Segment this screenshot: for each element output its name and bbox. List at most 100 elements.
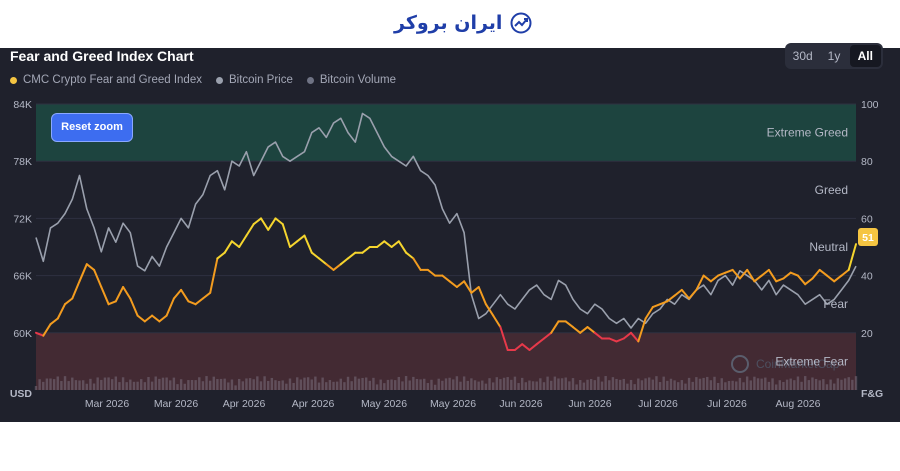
legend-item-bitcoin-volume[interactable]: Bitcoin Volume bbox=[306, 74, 396, 86]
range-all-button[interactable]: All bbox=[849, 45, 881, 67]
volume-bar bbox=[372, 377, 375, 390]
usd-tick-label: 66K bbox=[13, 271, 32, 283]
fear-greed-segment bbox=[448, 280, 458, 288]
volume-bar bbox=[782, 381, 785, 390]
volume-bar bbox=[637, 378, 640, 390]
zone-label-3: Fear bbox=[823, 297, 848, 311]
volume-bar bbox=[154, 376, 157, 390]
range-30d-button[interactable]: 30d bbox=[792, 49, 813, 63]
volume-bar bbox=[165, 377, 168, 390]
legend-item-fear-greed[interactable]: CMC Crypto Fear and Greed Index bbox=[10, 74, 202, 86]
volume-bar bbox=[615, 378, 618, 390]
fear-greed-segment bbox=[441, 274, 451, 283]
volume-bar bbox=[248, 378, 252, 390]
volume-bar bbox=[793, 380, 796, 390]
volume-bar bbox=[800, 381, 803, 390]
fear-greed-segment bbox=[484, 303, 495, 317]
volume-bar bbox=[386, 379, 390, 390]
volume-bar bbox=[299, 379, 303, 390]
volume-bar bbox=[317, 382, 321, 390]
volume-bar bbox=[716, 382, 720, 390]
fear-greed-segment bbox=[644, 306, 654, 320]
brand-logo[interactable]: ایران بروکر bbox=[394, 12, 532, 34]
fear-greed-segment bbox=[702, 274, 712, 283]
fear-greed-segment bbox=[260, 217, 270, 231]
volume-bar bbox=[274, 380, 277, 390]
volume-bar bbox=[687, 377, 691, 390]
fear-greed-segment bbox=[789, 271, 799, 277]
volume-bar bbox=[713, 376, 716, 390]
date-tick-label: May 2026 bbox=[430, 398, 476, 410]
legend-dot-icon bbox=[306, 76, 314, 84]
fg-tick-label: 60 bbox=[861, 213, 873, 225]
zone-label-2: Neutral bbox=[809, 240, 848, 254]
fear-greed-segment bbox=[114, 286, 125, 303]
fear-greed-segment bbox=[405, 251, 415, 260]
volume-bar bbox=[383, 383, 386, 390]
fear-greed-segment bbox=[325, 263, 335, 271]
volume-bar bbox=[495, 377, 498, 390]
volume-bar bbox=[357, 378, 361, 390]
volume-bar bbox=[212, 376, 215, 390]
fear-greed-segment bbox=[78, 263, 88, 283]
fear-greed-segment bbox=[303, 234, 313, 254]
fear-greed-segment bbox=[281, 223, 291, 248]
date-tick-label: Jul 2026 bbox=[707, 398, 747, 410]
chart-title: Fear and Greed Index Chart bbox=[10, 48, 194, 64]
reset-zoom-button[interactable]: Reset zoom bbox=[51, 113, 133, 142]
volume-bar bbox=[677, 382, 680, 390]
fear-greed-segment bbox=[688, 288, 698, 300]
volume-bar bbox=[680, 380, 684, 390]
fear-greed-segment bbox=[717, 271, 727, 277]
date-tick-label: May 2026 bbox=[361, 398, 407, 410]
fear-greed-segment bbox=[775, 277, 785, 283]
legend-item-bitcoin-price[interactable]: Bitcoin Price bbox=[215, 74, 293, 86]
volume-bar bbox=[804, 376, 807, 390]
volume-bar bbox=[45, 378, 49, 390]
volume-bar bbox=[731, 380, 734, 390]
volume-bar bbox=[441, 380, 444, 390]
volume-bar bbox=[774, 384, 778, 390]
date-tick-label: Jun 2026 bbox=[499, 398, 542, 410]
volume-bar bbox=[426, 383, 430, 390]
volume-bar bbox=[433, 384, 437, 390]
volume-bar bbox=[814, 378, 818, 390]
volume-bar bbox=[535, 381, 538, 390]
volume-bar bbox=[618, 379, 622, 390]
volume-bar bbox=[528, 380, 531, 390]
volume-bar bbox=[597, 376, 600, 390]
volume-bar bbox=[462, 376, 466, 390]
volume-bar bbox=[691, 381, 694, 390]
volume-bar bbox=[263, 376, 266, 390]
fear-greed-segment bbox=[709, 274, 720, 283]
usd-tick-label: 72K bbox=[13, 213, 32, 225]
volume-bar bbox=[270, 377, 274, 390]
fear-greed-segment bbox=[245, 223, 255, 237]
legend-label-bitcoin-price: Bitcoin Price bbox=[228, 74, 293, 86]
volume-bar bbox=[644, 378, 647, 390]
fear-greed-segment bbox=[129, 297, 139, 317]
fear-greed-segment bbox=[332, 263, 342, 271]
volume-bar bbox=[147, 377, 150, 390]
volume-bar bbox=[74, 380, 78, 390]
watermark-text: CoinMarketCap bbox=[756, 357, 840, 371]
fear-greed-segment bbox=[216, 251, 226, 260]
volume-bar bbox=[702, 377, 705, 390]
volume-bar bbox=[459, 381, 462, 390]
fear-greed-segment bbox=[724, 268, 734, 274]
bitcoin-price-line bbox=[35, 112, 857, 329]
fear-greed-segment bbox=[397, 240, 408, 254]
volume-bar bbox=[92, 383, 96, 390]
brand-bar bbox=[0, 0, 900, 48]
volume-bar bbox=[150, 381, 154, 390]
range-1y-button[interactable]: 1y bbox=[827, 49, 841, 63]
fear-greed-segment bbox=[513, 343, 524, 351]
zone-label-0: Extreme Greed bbox=[767, 126, 848, 140]
fear-greed-segment bbox=[390, 240, 400, 248]
volume-bar bbox=[194, 380, 197, 390]
volume-bar bbox=[328, 380, 332, 390]
volume-bars bbox=[34, 376, 858, 390]
fear-greed-segment bbox=[833, 274, 843, 283]
fear-greed-segment bbox=[847, 243, 857, 271]
fear-greed-segment bbox=[651, 303, 662, 309]
